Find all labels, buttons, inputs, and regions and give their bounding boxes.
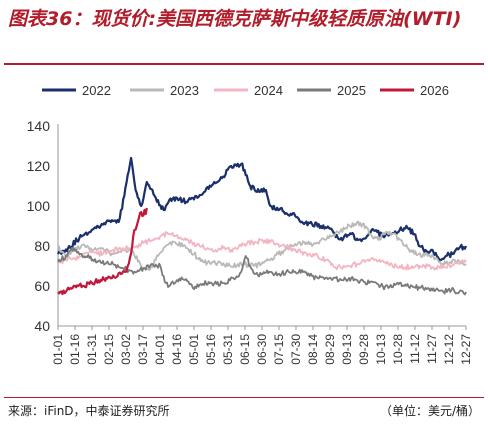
- x-tick-label-04-01: 04-01: [153, 334, 167, 365]
- legend-label-2022: 2022: [82, 83, 111, 98]
- x-tick-label-05-31: 05-31: [221, 334, 235, 365]
- x-tick-label-08-29: 08-29: [323, 334, 337, 365]
- x-tick-label-09-13: 09-13: [340, 334, 354, 365]
- x-tick-label-01-16: 01-16: [68, 334, 82, 365]
- unit-note: （单位：美元/桶）: [379, 404, 480, 418]
- chart-legend: 2022 2023 2024 2025 2026: [42, 83, 449, 98]
- y-tick-label-40: 40: [34, 318, 50, 334]
- series-line-2022: [57, 156, 468, 262]
- source-note: 来源：iFinD，中泰证券研究所: [8, 404, 170, 418]
- x-tick-label-05-01: 05-01: [187, 334, 201, 365]
- x-tick-label-10-13: 10-13: [374, 334, 388, 365]
- x-tick-label-04-16: 04-16: [170, 334, 184, 365]
- x-tick-label-07-30: 07-30: [289, 334, 303, 365]
- y-tick-label-140: 140: [27, 118, 51, 134]
- y-tick-label-60: 60: [34, 278, 50, 294]
- oil-price-chart: 2022 2023 2024 2025 2026 40 60 80 100 120 140 01-0…: [27, 83, 473, 365]
- series-line-2025: [57, 247, 467, 296]
- x-tick-label-06-15: 06-15: [238, 334, 252, 365]
- x-tick-label-07-15: 07-15: [272, 334, 286, 365]
- x-tick-label-02-15: 02-15: [102, 334, 116, 365]
- x-tick-label-12-27: 12-27: [459, 334, 473, 365]
- y-tick-label-80: 80: [34, 238, 50, 254]
- legend-label-2024: 2024: [254, 83, 283, 98]
- y-tick-label-100: 100: [27, 198, 51, 214]
- legend-label-2026: 2026: [420, 83, 449, 98]
- footer-divider: [4, 397, 484, 398]
- x-tick-label-10-28: 10-28: [391, 334, 405, 365]
- x-tick-label-01-31: 01-31: [85, 334, 99, 365]
- x-tick-label-03-02: 03-02: [119, 334, 133, 365]
- x-tick-label-03-17: 03-17: [136, 334, 150, 365]
- legend-label-2023: 2023: [170, 83, 199, 98]
- chart-title: 图表36：现货价:美国西德克萨斯中级轻质原油(WTI): [8, 8, 462, 30]
- y-tick-label-120: 120: [27, 158, 51, 174]
- x-tick-label-08-14: 08-14: [306, 334, 320, 365]
- x-tick-label-12-12: 12-12: [442, 334, 456, 365]
- x-tick-label-09-28: 09-28: [357, 334, 371, 365]
- x-tick-label-06-30: 06-30: [255, 334, 269, 365]
- title-divider: [4, 63, 484, 65]
- legend-label-2025: 2025: [337, 83, 366, 98]
- x-tick-label-05-16: 05-16: [204, 334, 218, 365]
- chart-axes: 40 60 80 100 120 140 01-01 01-16 01-31 02-15 03-02…: [27, 118, 473, 365]
- x-tick-label-11-12: 11-12: [408, 334, 422, 364]
- x-tick-label-11-27: 11-27: [425, 334, 439, 364]
- chart-series: [57, 156, 468, 296]
- series-line-2026: [57, 207, 148, 296]
- series-line-2024: [58, 231, 467, 271]
- series-line-2023: [57, 220, 467, 271]
- x-tick-label-01-01: 01-01: [51, 334, 65, 365]
